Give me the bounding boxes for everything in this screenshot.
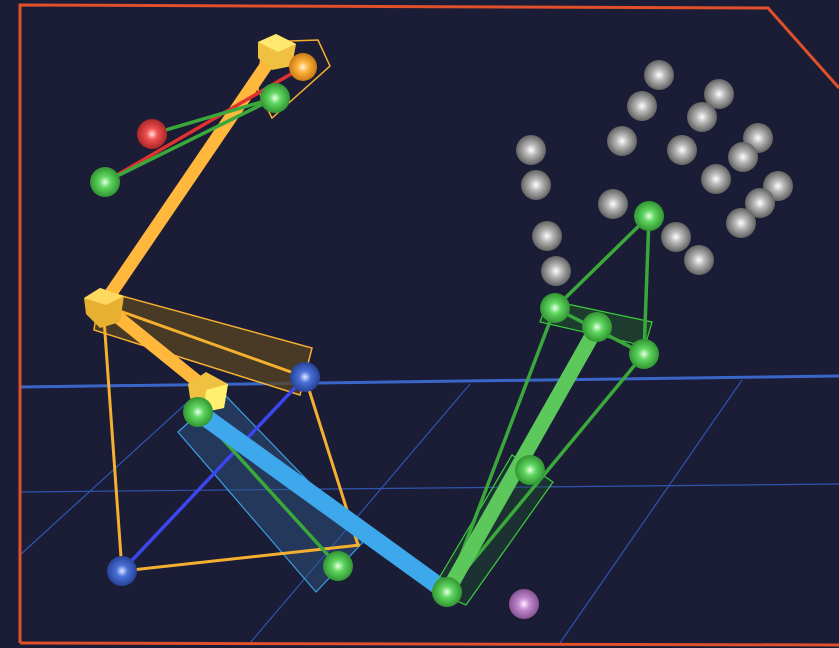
- link: [445, 352, 646, 594]
- gray-point: [627, 91, 657, 121]
- link: [553, 214, 651, 310]
- red-joint: [137, 119, 167, 149]
- gray-point: [644, 60, 674, 90]
- joint-cube-top: [258, 34, 296, 52]
- gray-point: [598, 189, 628, 219]
- gray-point: [661, 222, 691, 252]
- green-link: [151, 96, 276, 136]
- green-link: [104, 96, 276, 184]
- green-joint: [323, 551, 353, 581]
- blue-link: [120, 375, 307, 573]
- gray-point: [532, 221, 562, 251]
- purple-point: [509, 589, 539, 619]
- green-joint: [515, 455, 545, 485]
- joints: [90, 53, 664, 619]
- gray-point: [541, 256, 571, 286]
- grid-line: [19, 399, 191, 556]
- gray-point: [704, 79, 734, 109]
- link: [102, 303, 306, 379]
- horizon-line: [19, 374, 839, 389]
- green-joint: [183, 397, 213, 427]
- green-joint: [90, 167, 120, 197]
- orange-joint: [289, 53, 317, 81]
- frame-border: [19, 641, 839, 647]
- link: [642, 215, 651, 355]
- green-joint: [260, 83, 290, 113]
- gray-point: [684, 245, 714, 275]
- blue-limb: [192, 404, 453, 600]
- green-joint: [540, 293, 570, 323]
- gray-point: [521, 170, 551, 200]
- grid-line: [249, 383, 471, 644]
- frame-border: [18, 3, 839, 643]
- gray-point: [687, 102, 717, 132]
- orange-links: [101, 303, 361, 573]
- gray-point: [607, 126, 637, 156]
- grid-line: [19, 483, 839, 493]
- gray-point: [701, 164, 731, 194]
- link: [445, 307, 557, 593]
- blue-joint: [290, 362, 320, 392]
- link: [101, 304, 124, 572]
- point-cloud: [516, 60, 793, 286]
- green-joint: [629, 339, 659, 369]
- orange-limb: [96, 41, 285, 312]
- gray-point: [726, 208, 756, 238]
- blue-joint: [107, 556, 137, 586]
- joint-cube-top: [84, 288, 124, 305]
- floor-grid: [19, 379, 839, 644]
- green-joint: [582, 312, 612, 342]
- orange-limb: [96, 298, 215, 397]
- green-joint: [634, 201, 664, 231]
- gray-point: [667, 135, 697, 165]
- link: [121, 543, 361, 573]
- green-joint: [432, 577, 462, 607]
- gray-point: [745, 188, 775, 218]
- gray-point: [728, 142, 758, 172]
- gray-point: [516, 135, 546, 165]
- grid-line: [559, 379, 743, 644]
